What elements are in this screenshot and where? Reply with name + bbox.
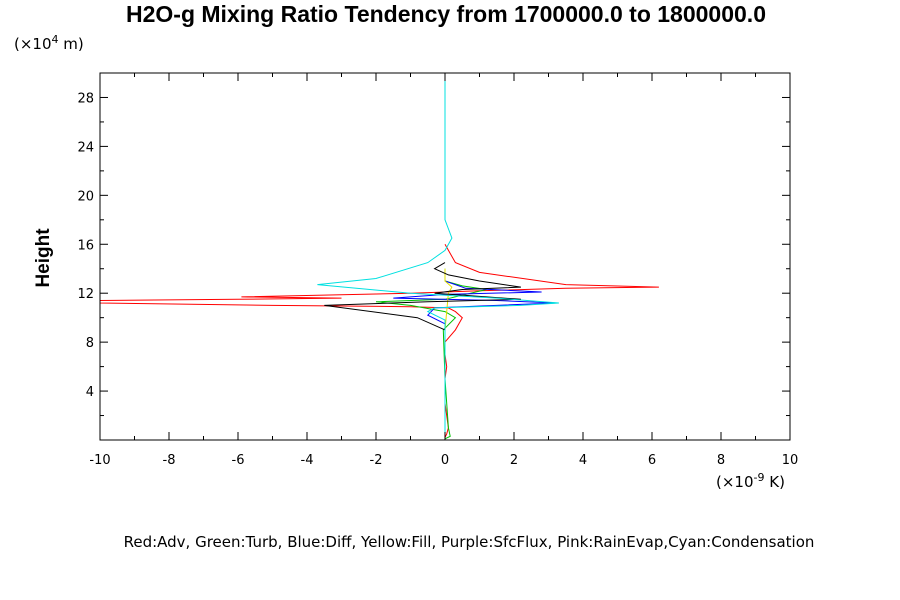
x-tick-label: -6 [232, 453, 245, 468]
series-line-5 [317, 79, 559, 437]
series-line-4 [324, 262, 521, 440]
x-tick-label: -8 [163, 453, 176, 468]
x-tick-label: 10 [782, 453, 799, 468]
plot-frame [99, 72, 791, 441]
y-tick-label: 12 [77, 287, 94, 302]
x-tick-label: -4 [301, 453, 314, 468]
y-tick-label: 4 [86, 385, 94, 400]
x-tick-label: -2 [370, 453, 383, 468]
y-axis-label: Height [33, 228, 54, 288]
legend-text: Red:Adv, Green:Turb, Blue:Diff, Yellow:F… [124, 533, 815, 551]
chart-title: H2O-g Mixing Ratio Tendency from 1700000… [126, 1, 766, 27]
y-tick-label: 8 [86, 336, 94, 351]
x-tick-label: 4 [579, 453, 587, 468]
x-tick-label: 8 [717, 453, 725, 468]
series-line-1 [375, 268, 487, 440]
y-tick-label: 28 [77, 91, 94, 106]
y-tick-label: 16 [77, 238, 94, 253]
x-tick-label: -10 [89, 453, 110, 468]
y-tick-layer: 4 8 12 16 20 24 28 [77, 91, 790, 417]
y-unit-label: (×104 m) [14, 33, 84, 53]
x-tick-label: 0 [441, 453, 449, 468]
series-line-0 [100, 244, 659, 438]
y-tick-label: 20 [77, 189, 94, 204]
x-tick-label: 2 [510, 453, 518, 468]
x-tick-label: 6 [648, 453, 656, 468]
x-unit-label: (×10-9 K) [716, 471, 785, 491]
series-layer [100, 79, 659, 440]
x-tick-layer: -10 -8 -6 -4 -2 0 2 4 6 8 10 [89, 73, 798, 468]
y-tick-label: 24 [77, 140, 94, 155]
